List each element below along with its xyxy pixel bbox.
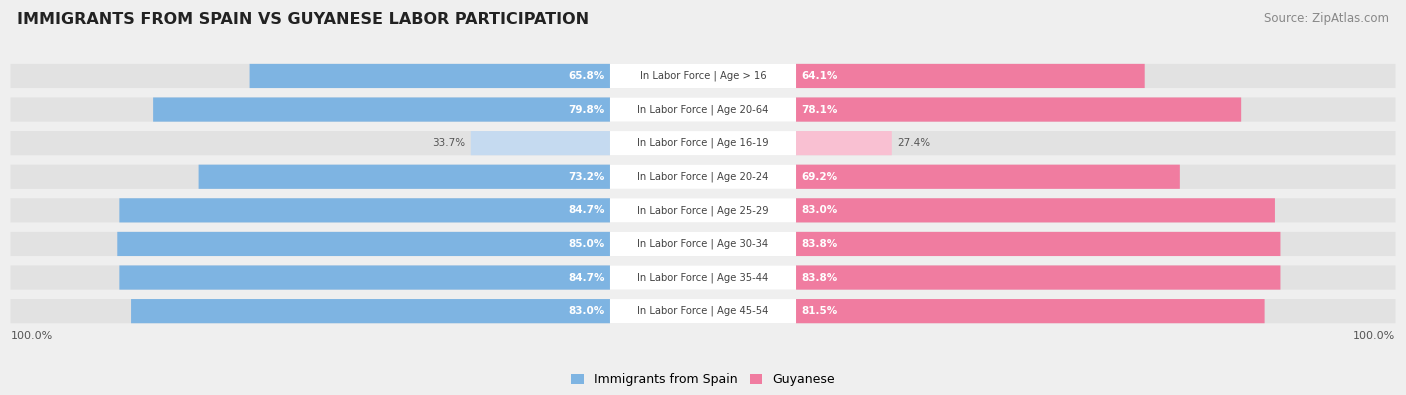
- Text: 84.7%: 84.7%: [568, 205, 605, 215]
- Text: 81.5%: 81.5%: [801, 306, 838, 316]
- FancyBboxPatch shape: [796, 98, 1241, 122]
- Text: 65.8%: 65.8%: [568, 71, 605, 81]
- Text: 85.0%: 85.0%: [568, 239, 605, 249]
- FancyBboxPatch shape: [610, 165, 796, 189]
- FancyBboxPatch shape: [610, 131, 796, 155]
- Text: In Labor Force | Age 25-29: In Labor Force | Age 25-29: [637, 205, 769, 216]
- FancyBboxPatch shape: [153, 98, 610, 122]
- FancyBboxPatch shape: [610, 64, 796, 88]
- Text: In Labor Force | Age 45-54: In Labor Force | Age 45-54: [637, 306, 769, 316]
- FancyBboxPatch shape: [120, 265, 610, 290]
- FancyBboxPatch shape: [10, 98, 1396, 122]
- Text: 78.1%: 78.1%: [801, 105, 838, 115]
- FancyBboxPatch shape: [250, 64, 610, 88]
- FancyBboxPatch shape: [610, 299, 796, 323]
- FancyBboxPatch shape: [471, 131, 610, 155]
- Text: Source: ZipAtlas.com: Source: ZipAtlas.com: [1264, 12, 1389, 25]
- FancyBboxPatch shape: [610, 265, 796, 290]
- Text: In Labor Force | Age 20-24: In Labor Force | Age 20-24: [637, 171, 769, 182]
- Text: 100.0%: 100.0%: [1353, 331, 1396, 341]
- Text: In Labor Force | Age > 16: In Labor Force | Age > 16: [640, 71, 766, 81]
- FancyBboxPatch shape: [796, 64, 1144, 88]
- FancyBboxPatch shape: [120, 198, 610, 222]
- Text: 27.4%: 27.4%: [897, 138, 931, 148]
- Text: 69.2%: 69.2%: [801, 172, 838, 182]
- Text: 83.8%: 83.8%: [801, 239, 838, 249]
- FancyBboxPatch shape: [10, 232, 1396, 256]
- Text: 79.8%: 79.8%: [568, 105, 605, 115]
- FancyBboxPatch shape: [610, 232, 796, 256]
- FancyBboxPatch shape: [10, 131, 1396, 155]
- FancyBboxPatch shape: [10, 198, 1396, 222]
- Text: 33.7%: 33.7%: [432, 138, 465, 148]
- Text: In Labor Force | Age 35-44: In Labor Force | Age 35-44: [637, 272, 769, 283]
- Text: 100.0%: 100.0%: [10, 331, 53, 341]
- FancyBboxPatch shape: [796, 165, 1180, 189]
- FancyBboxPatch shape: [796, 265, 1281, 290]
- FancyBboxPatch shape: [796, 198, 1275, 222]
- Text: 83.0%: 83.0%: [801, 205, 838, 215]
- FancyBboxPatch shape: [796, 131, 891, 155]
- FancyBboxPatch shape: [198, 165, 610, 189]
- Text: In Labor Force | Age 20-64: In Labor Force | Age 20-64: [637, 104, 769, 115]
- FancyBboxPatch shape: [796, 232, 1281, 256]
- Text: 83.8%: 83.8%: [801, 273, 838, 282]
- FancyBboxPatch shape: [131, 299, 610, 323]
- Text: In Labor Force | Age 30-34: In Labor Force | Age 30-34: [637, 239, 769, 249]
- Text: 83.0%: 83.0%: [568, 306, 605, 316]
- FancyBboxPatch shape: [117, 232, 610, 256]
- FancyBboxPatch shape: [610, 98, 796, 122]
- Legend: Immigrants from Spain, Guyanese: Immigrants from Spain, Guyanese: [571, 373, 835, 386]
- Text: 73.2%: 73.2%: [568, 172, 605, 182]
- FancyBboxPatch shape: [10, 265, 1396, 290]
- Text: 84.7%: 84.7%: [568, 273, 605, 282]
- Text: In Labor Force | Age 16-19: In Labor Force | Age 16-19: [637, 138, 769, 149]
- FancyBboxPatch shape: [10, 299, 1396, 323]
- FancyBboxPatch shape: [610, 198, 796, 222]
- Text: IMMIGRANTS FROM SPAIN VS GUYANESE LABOR PARTICIPATION: IMMIGRANTS FROM SPAIN VS GUYANESE LABOR …: [17, 12, 589, 27]
- FancyBboxPatch shape: [10, 165, 1396, 189]
- FancyBboxPatch shape: [796, 299, 1264, 323]
- Text: 64.1%: 64.1%: [801, 71, 838, 81]
- FancyBboxPatch shape: [10, 64, 1396, 88]
